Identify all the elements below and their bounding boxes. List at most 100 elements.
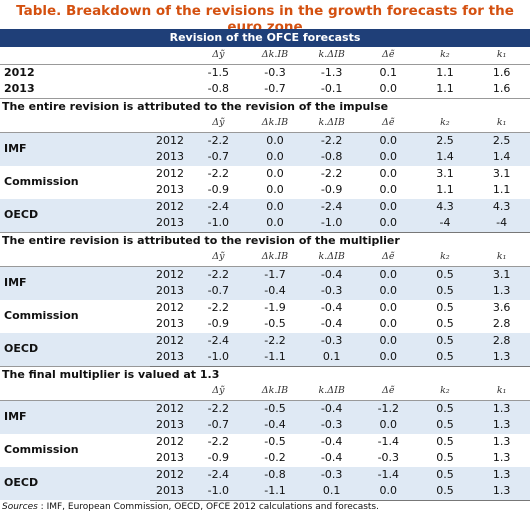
column-header: k₁: [473, 115, 530, 133]
value-cell: -0.5: [264, 434, 286, 448]
value-cell: -0.1: [320, 82, 343, 96]
value-cell: 0.5: [436, 451, 454, 465]
blank-cell: [0, 47, 190, 65]
value-cell: -0.9: [320, 183, 343, 197]
column-header: k.ΔIB: [303, 47, 360, 65]
section-title-row: The entire revision is attributed to the…: [0, 97, 530, 115]
data-row: OECD 2012 -2.4 0.0 -2.4 0.0 4.3 4.3: [0, 198, 530, 232]
value-cell: 1.3: [473, 417, 530, 434]
column-header: Δk.IB: [246, 115, 304, 133]
value-cell: -0.4: [246, 283, 304, 300]
value-cell: 0.0: [246, 198, 304, 215]
column-header: k₂: [416, 249, 474, 267]
value-cell: 1.4: [416, 149, 474, 166]
value-cell: -0.7: [190, 417, 247, 434]
blank-cell: [0, 249, 190, 267]
column-header: Δẽ: [359, 249, 417, 267]
value-cell: 0.0: [359, 266, 417, 283]
value-cell: 1.3: [492, 451, 511, 465]
value-cell: 0.5: [416, 266, 474, 283]
value-cell: -4: [416, 215, 474, 233]
value-cell: 1.1: [436, 82, 454, 96]
data-row: 2013 -0.8 -0.7 -0.1 0.0 1.1 1.6: [0, 81, 530, 98]
value-cell: -0.4: [320, 434, 343, 448]
value-cell: 2.5: [416, 132, 474, 149]
value-cell: 1.3: [492, 434, 511, 448]
header-cell: Revision of the OFCE forecasts: [0, 29, 530, 47]
value-cell: -0.9: [207, 317, 230, 331]
column-header: Δỹ: [190, 115, 247, 133]
column-header: Δẽ: [359, 383, 417, 401]
blank-cell: [0, 115, 190, 133]
value-cell: -1.0: [190, 483, 247, 501]
table: Revision of the OFCE forecasts Δỹ Δk.IB k.Δ…: [0, 29, 530, 501]
value-cell: -0.4: [303, 266, 360, 283]
value-cell: -1.9: [264, 300, 286, 314]
column-header: Δk.IB: [246, 383, 304, 401]
value-cell: -2.2: [303, 132, 360, 149]
value-cell: 0.0: [359, 283, 417, 300]
column-header: k₁: [473, 249, 530, 267]
value-cell: 4.3: [473, 198, 530, 215]
value-cell: 2.8: [473, 332, 530, 349]
value-cell: 0.1: [379, 65, 398, 79]
value-cell: -0.8: [303, 149, 360, 166]
value-cell: 1.1: [492, 183, 511, 197]
year-label: 2012: [150, 266, 190, 283]
column-header: k₂: [416, 383, 474, 401]
blank-cell: [0, 383, 190, 401]
column-header: k.ΔIB: [303, 383, 360, 401]
data-row: Commission 2012 -2.2 -0.5 -0.4 -1.4 0.5 1.3: [0, 434, 530, 456]
year-label: 2012: [150, 332, 190, 349]
value-cell: -0.9: [207, 183, 230, 197]
value-cell: -0.5: [264, 317, 286, 331]
column-header: k₂: [416, 115, 474, 133]
value-cell: 2.5: [473, 132, 530, 149]
value-cell: 1.1: [436, 183, 454, 197]
value-cell: -0.5: [246, 400, 304, 417]
value-cell: -0.4: [320, 317, 343, 331]
column-header: Δẽ: [359, 47, 417, 65]
column-header: k.ΔIB: [303, 115, 360, 133]
value-cell: -2.4: [190, 198, 247, 215]
year-label: 2012: [150, 132, 190, 149]
data-row: Commission 2012 -2.2 -1.9 -0.4 0.0 0.5 3.6: [0, 300, 530, 322]
value-cell: 0.5: [436, 317, 454, 331]
column-header-row: Δỹ Δk.IB k.ΔIB Δẽ k₂ k₁: [0, 383, 530, 401]
value-cell: -2.2: [320, 166, 343, 180]
column-header: k₁: [473, 383, 530, 401]
section-title: The final multiplier is valued at 1.3: [0, 365, 530, 383]
sources: Sources : IMF, European Commission, OECD…: [2, 502, 379, 512]
column-header-row: Δỹ Δk.IB k.ΔIB Δẽ k₂ k₁: [0, 47, 530, 65]
section-title: The entire revision is attributed to the…: [0, 97, 530, 115]
value-cell: -0.7: [190, 283, 247, 300]
value-cell: 0.5: [416, 400, 474, 417]
value-cell: 1.3: [473, 283, 530, 300]
year-label: 2013: [156, 183, 184, 197]
value-cell: -1.7: [246, 266, 304, 283]
data-row: 2013 -0.9 -0.5 -0.4 0.0 0.5 2.8: [0, 316, 530, 333]
table-body: Revision of the OFCE forecasts Δỹ Δk.IB k.Δ…: [0, 29, 530, 501]
value-cell: 1.3: [473, 466, 530, 483]
data-row: 2013 -1.0 0.0 -1.0 0.0 -4 -4: [0, 215, 530, 233]
value-cell: -2.4: [190, 466, 247, 483]
group-label: IMF: [0, 266, 150, 300]
value-cell: 0.0: [266, 166, 284, 180]
value-cell: -0.3: [303, 283, 360, 300]
year-label: 2013: [150, 215, 190, 233]
value-cell: 0.0: [359, 483, 417, 501]
value-cell: -0.7: [190, 149, 247, 166]
group-label: OECD: [0, 332, 150, 366]
value-cell: 0.0: [359, 215, 417, 233]
year-label: 2013: [150, 483, 190, 501]
value-cell: 0.0: [359, 417, 417, 434]
value-cell: 0.0: [359, 349, 417, 367]
year-label: 2013: [150, 149, 190, 166]
value-cell: -2.4: [190, 332, 247, 349]
value-cell: -1.5: [207, 65, 230, 79]
value-cell: 3.1: [492, 166, 511, 180]
value-cell: -1.1: [246, 349, 304, 367]
value-cell: -2.2: [246, 332, 304, 349]
column-header-row: Δỹ Δk.IB k.ΔIB Δẽ k₂ k₁: [0, 115, 530, 133]
value-cell: 0.5: [436, 434, 454, 448]
